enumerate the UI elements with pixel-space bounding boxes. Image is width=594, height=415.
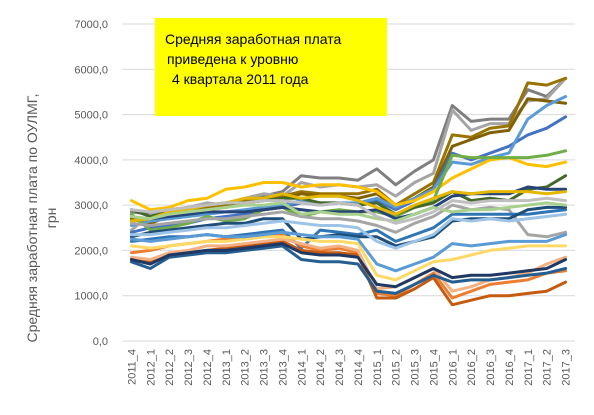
x-axis-ticks: 2011_4 2012_1 2012_2 2012_3 2012_4 2013_1 2013… [126,349,572,386]
y-tick-label: 0,0 [93,336,108,348]
x-tick-label: 2017_1 [523,349,535,386]
y-axis-label-line1: Средняя заработная плата по ОУЛМГ, [24,93,40,342]
x-tick-label: 2013_2 [240,349,252,386]
series-line-22 [129,230,568,273]
x-tick-label: 2014_1 [296,349,308,386]
series-line-19 [129,244,568,295]
x-tick-label: 2012_1 [145,349,157,386]
x-tick-label: 2016_3 [485,349,497,386]
series-line-21 [129,235,568,282]
x-tick-label: 2017_3 [561,349,573,386]
annotation-line-2: приведена к уровню [167,51,298,67]
x-tick-label: 2017_2 [542,349,554,386]
annotation-line-3: 4 квартала 2011 года [172,71,309,87]
annotation-background [155,18,387,116]
y-tick-label: 5000,0 [74,110,108,122]
x-tick-label: 2011_4 [126,349,138,385]
x-tick-label: 2015_2 [391,349,403,386]
x-tick-label: 2014_4 [353,349,365,386]
series-line-3 [129,76,568,223]
x-tick-label: 2012_3 [183,349,195,386]
series-line-23 [129,201,568,223]
x-tick-label: 2012_2 [164,349,176,386]
series-line-15 [129,212,568,250]
x-tick-label: 2015_1 [372,349,384,386]
x-tick-label: 2016_2 [466,349,478,386]
x-tick-label: 2016_4 [504,349,516,386]
x-tick-label: 2015_4 [428,349,440,386]
series-line-24 [129,196,568,225]
x-tick-label: 2014_3 [334,349,346,386]
series-line-10 [129,185,568,223]
y-tick-label: 7000,0 [74,19,108,31]
x-tick-label: 2013_1 [221,349,233,386]
y-tick-label: 1000,0 [74,291,108,303]
annotation-box: Средняя заработная плата приведена к уро… [155,18,387,116]
x-tick-label: 2013_3 [259,349,271,386]
series-line-7 [129,156,568,212]
x-tick-label: 2015_3 [410,349,422,386]
series-line-11 [129,203,568,239]
x-tick-label: 2016_1 [447,349,459,386]
x-tick-label: 2013_4 [277,349,289,386]
x-tick-label: 2012_4 [202,349,214,386]
y-tick-label: 6000,0 [74,64,108,76]
y-tick-label: 2000,0 [74,245,108,257]
series-layer [129,76,568,307]
y-axis-label-line2: грн [43,208,59,229]
annotation-line-1: Средняя заработная плата [165,31,341,47]
series-line-20 [129,242,568,289]
y-axis-ticks: 0,0 1000,0 2000,0 3000,0 4000,0 5000,0 6000,0 7… [74,19,108,348]
y-tick-label: 4000,0 [74,155,108,167]
x-tick-label: 2014_2 [315,349,327,386]
y-tick-label: 3000,0 [74,200,108,212]
